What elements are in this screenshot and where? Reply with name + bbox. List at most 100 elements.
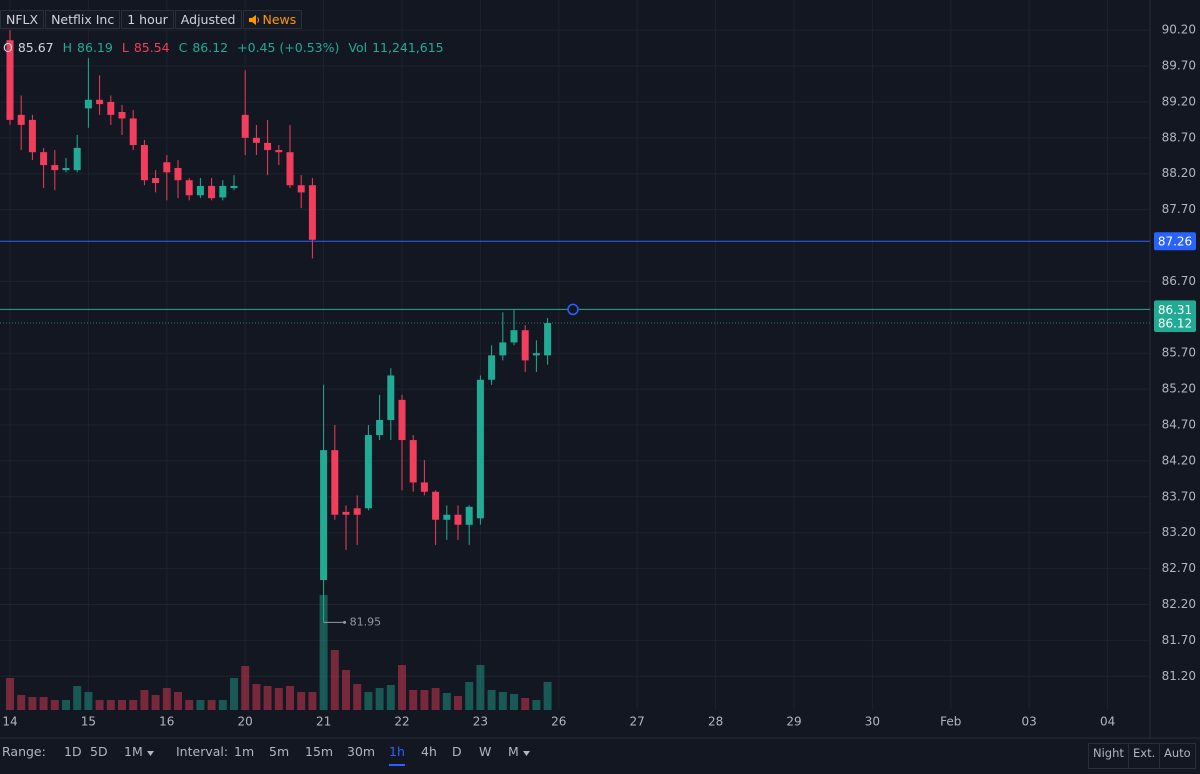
interval-button[interactable]: 30m [347,744,376,759]
candle-body [241,114,249,138]
volume-bar [297,692,306,710]
candle-body [409,440,417,483]
volume-bar [73,686,82,710]
volume-bar [510,694,518,710]
last-price-label: 86.12 [1158,317,1192,331]
volume-bar [263,686,272,710]
candle-body [420,482,428,492]
x-tick-label: 27 [630,715,645,729]
interval-button[interactable]: 5m [269,744,290,759]
volume-bar [129,700,138,710]
volume-bar [286,686,294,710]
volume-bar [431,688,440,710]
change: +0.45 (+0.53%) [237,40,340,55]
news-label: News [262,12,297,27]
price-line-label: 87.26 [1158,235,1192,249]
adjustment[interactable]: Adjusted [174,10,242,29]
candle-body [432,491,440,520]
open-value: 85.67 [17,40,54,55]
y-tick-label: 85.70 [1162,346,1196,360]
volume-bar [218,700,227,710]
volume-bar [28,697,37,710]
interval-button[interactable]: W [479,744,492,759]
close-label: C [178,40,188,55]
x-tick-label: 28 [708,715,723,729]
interval-button[interactable]: D [452,744,462,759]
candle-body [174,167,182,181]
interval-button[interactable]: M [508,744,519,759]
high-label: H [62,40,73,55]
volume-bar [185,700,194,710]
volume-bar [106,700,115,710]
candle-body [387,375,395,420]
company-name[interactable]: Netflix Inc [45,10,121,29]
interval-button[interactable]: 1m [234,744,255,759]
candle-body [163,162,171,173]
volume-bar [364,692,373,710]
candle-body [185,180,193,196]
interval-button[interactable]: 4h [421,744,437,759]
news-icon [248,15,259,25]
open-label: O [3,40,13,55]
y-tick-label: 87.70 [1162,202,1196,216]
volume-bar [543,681,552,710]
candle-body [28,119,36,153]
option-button[interactable]: Night [1088,743,1129,769]
x-tick-label: 21 [316,715,331,729]
candle-body [107,101,115,115]
volume-bar [375,688,384,710]
candle-body [140,145,148,181]
range-button[interactable]: 5D [90,744,108,759]
y-tick-label: 81.70 [1162,633,1196,647]
volume-bar [39,697,48,710]
y-tick-label: 90.20 [1162,23,1196,37]
candle-body [308,185,316,240]
candle-body [342,511,350,515]
volume-bar [498,692,507,710]
volume-bar [465,682,474,710]
interval-label: Interval: [176,744,229,759]
candle-body [252,137,260,143]
y-tick-label: 83.20 [1162,525,1196,539]
volume-bar [409,690,418,710]
candle-body [219,185,227,198]
dropdown-caret [523,740,530,764]
volume-bar [476,665,485,710]
volume-bar [62,700,70,710]
news-button[interactable]: News [242,10,303,29]
volume-bar [95,700,104,710]
candle-body [364,435,372,509]
price-line-box [1154,232,1196,251]
range-button[interactable]: 1M [124,744,143,759]
interval[interactable]: 1 hour [121,10,174,29]
x-tick-label: 22 [394,715,409,729]
header-tags: NFLX Netflix Inc 1 hour Adjusted News [0,10,303,29]
range-button[interactable]: 1D [64,744,82,759]
interval-button[interactable]: 15m [305,744,334,759]
volume-bar [521,698,530,710]
low-label: L [121,40,129,55]
candle-body [398,399,406,441]
candle-body [152,178,160,184]
volume-value: 11,241,615 [372,40,444,55]
x-tick-label: 29 [786,715,801,729]
candle-body [353,508,361,515]
symbol[interactable]: NFLX [0,10,45,29]
volume-bar [353,684,362,710]
candle-body [6,40,14,120]
candle-body [521,330,529,361]
candle-body [196,185,204,196]
volume-bar [308,692,317,710]
option-button[interactable]: Auto [1159,743,1196,769]
option-button[interactable]: Ext. [1128,743,1161,769]
candle-body [297,185,305,193]
candle-body [230,185,238,189]
x-tick-label: Feb [940,715,961,729]
y-tick-label: 88.70 [1162,130,1196,144]
y-tick-label: 89.70 [1162,59,1196,73]
x-tick-label: 16 [159,715,174,729]
candle-body [544,323,552,356]
caret-icon [523,751,530,756]
interval-button[interactable]: 1h [389,740,405,766]
